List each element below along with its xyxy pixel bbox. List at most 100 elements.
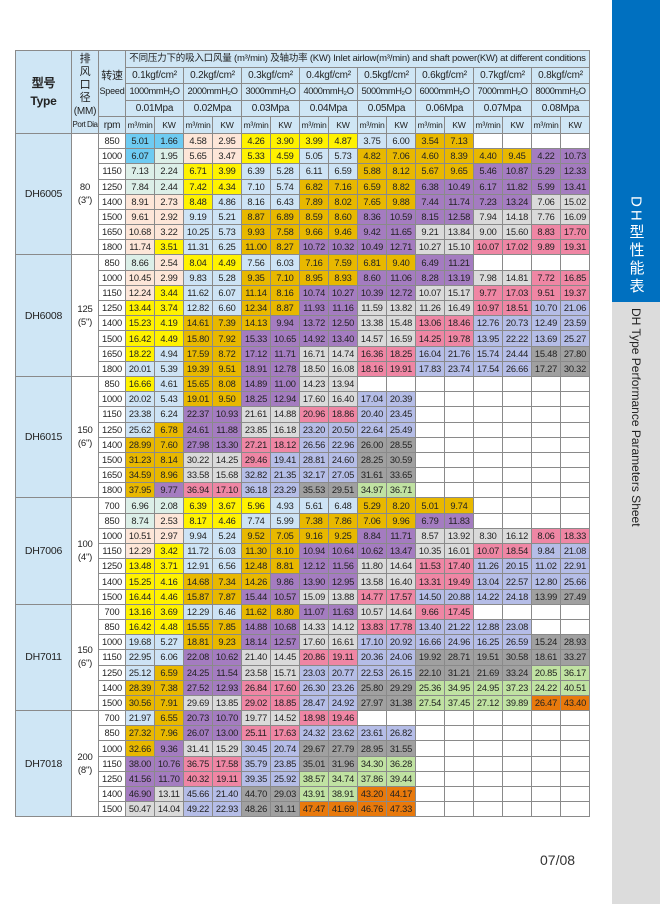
power-cell [502, 254, 532, 271]
power-cell [560, 467, 590, 484]
airflow-cell: 13.44 [125, 300, 155, 317]
airflow-cell: 4.26 [241, 132, 271, 150]
airflow-cell: 15.74 [473, 345, 503, 362]
airflow-cell: 13.48 [125, 558, 155, 575]
airflow-cell: 17.10 [357, 634, 387, 651]
rpm-cell: 1250 [98, 558, 126, 575]
power-cell: 22.22 [502, 330, 532, 347]
rpm-cell: 850 [98, 375, 126, 393]
airflow-cell: 28.99 [125, 436, 155, 453]
airflow-cell: 5.29 [357, 497, 387, 514]
power-cell: 11.21 [444, 254, 474, 271]
airflow-cell: 17.60 [299, 634, 329, 651]
airflow-cell: 23.38 [125, 406, 155, 423]
power-cell: 3.90 [270, 132, 300, 150]
power-cell: 23.26 [328, 679, 358, 696]
power-cell: 33.27 [560, 649, 590, 666]
power-cell [560, 755, 590, 772]
airflow-cell: 5.46 [473, 163, 503, 180]
power-cell: 21.06 [560, 300, 590, 317]
power-cell: 8.60 [328, 208, 358, 226]
power-cell: 3.47 [212, 148, 242, 165]
power-cell: 2.97 [154, 527, 184, 545]
power-cell [502, 132, 532, 150]
power-cell: 39.44 [386, 770, 416, 788]
power-cell: 4.49 [212, 254, 242, 271]
airflow-cell: 21.97 [125, 710, 155, 727]
power-cell [560, 497, 590, 514]
flow-unit-header: m³/min [183, 116, 213, 134]
type-header-cn: 型号 [31, 75, 56, 90]
airflow-cell: 13.95 [473, 330, 503, 347]
airflow-cell: 8.16 [241, 193, 271, 210]
power-cell: 8.20 [386, 497, 416, 514]
power-cell [444, 725, 474, 742]
power-cell: 19.37 [560, 284, 590, 302]
power-cell [444, 467, 474, 484]
power-cell: 14.81 [502, 269, 532, 286]
power-cell: 7.06 [386, 148, 416, 165]
power-cell [560, 482, 590, 499]
power-cell [502, 603, 532, 620]
table-row: 1000 20.02 5.43 19.01 9.50 18.25 12.94 17.60 16.… [16, 391, 590, 408]
airflow-cell: 20.01 [125, 360, 155, 377]
airflow-cell: 23.03 [299, 664, 329, 681]
table-row: 1400 15.25 4.16 14.68 7.34 14.26 9.86 13.90 12.9… [16, 573, 590, 590]
pressure-mmh2o-header: 1000mmH₂O [125, 83, 184, 101]
power-cell: 17.03 [502, 284, 532, 302]
airflow-cell: 47.47 [299, 801, 329, 818]
airflow-cell: 26.07 [183, 725, 213, 742]
power-cell: 10.64 [328, 543, 358, 560]
airflow-cell: 18.50 [299, 360, 329, 377]
power-cell: 3.69 [154, 603, 184, 620]
pressure-mpa-header: 0.01Mpa [125, 99, 184, 118]
airflow-cell: 16.36 [357, 345, 387, 362]
speed-header-en: Speed [99, 85, 125, 96]
power-cell: 4.49 [154, 330, 184, 347]
power-cell: 7.96 [154, 725, 184, 742]
port-diameter: 125 (5") [71, 254, 99, 377]
power-cell: 7.58 [270, 224, 300, 241]
port-mm: 125 [77, 303, 93, 315]
rpm-cell: 1150 [98, 163, 126, 180]
airflow-cell: 3.54 [415, 132, 445, 150]
port-header-en: Port Dia [72, 119, 98, 129]
power-cell: 18.85 [270, 694, 300, 712]
power-cell: 4.34 [212, 178, 242, 195]
pressure-mpa-header: 0.06Mpa [415, 99, 474, 118]
airflow-cell [473, 436, 503, 453]
airflow-cell: 7.10 [241, 178, 271, 195]
power-cell: 20.88 [444, 588, 474, 605]
table-row: 1250 13.44 3.74 12.82 6.60 12.34 8.87 11.93 11.1… [16, 300, 590, 317]
airflow-cell [531, 391, 561, 408]
power-cell [560, 406, 590, 423]
power-unit-header: KW [270, 116, 300, 134]
airflow-cell: 7.06 [357, 512, 387, 529]
power-cell: 28.71 [444, 649, 474, 666]
airflow-cell: 14.61 [183, 315, 213, 332]
airflow-cell: 13.16 [125, 603, 155, 620]
rpm-cell: 1500 [98, 451, 126, 469]
pressure-mmh2o-header: 4000mmH₂O [299, 83, 358, 101]
port-diameter: 80 (3") [71, 132, 99, 256]
power-cell: 23.59 [560, 315, 590, 332]
power-cell: 22.93 [212, 801, 242, 818]
airflow-cell: 13.04 [473, 573, 503, 590]
power-cell: 10.68 [270, 618, 300, 636]
power-cell: 7.87 [212, 588, 242, 605]
flow-unit-header: m³/min [125, 116, 155, 134]
table-row: 1000 32.66 9.36 31.41 15.29 30.45 20.74 29.67 27… [16, 740, 590, 757]
power-cell: 6.43 [270, 193, 300, 210]
airflow-cell: 8.83 [531, 224, 561, 241]
airflow-cell: 5.05 [299, 148, 329, 165]
power-cell: 15.60 [502, 224, 532, 241]
power-cell: 36.28 [386, 755, 416, 772]
airflow-cell [415, 391, 445, 408]
power-cell [502, 770, 532, 788]
power-cell: 24.96 [444, 634, 474, 651]
port-header: 排风口径 (MM) Port Dia [71, 50, 99, 134]
table-row: 1000 10.45 2.99 9.83 5.28 9.35 7.10 8.95 8.93 8.6… [16, 269, 590, 286]
airflow-cell: 13.38 [357, 315, 387, 332]
airflow-cell [415, 375, 445, 393]
power-cell: 7.86 [328, 512, 358, 529]
